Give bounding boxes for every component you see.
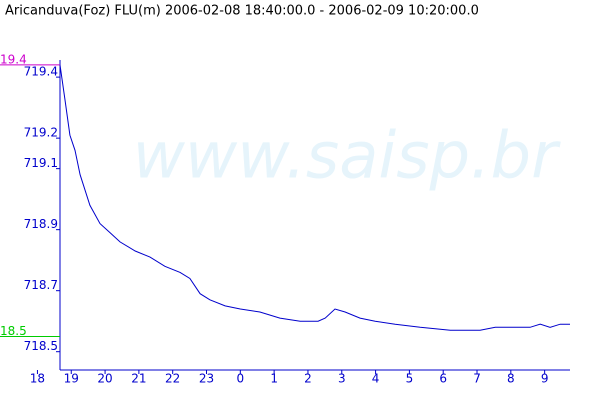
x-tick-label: 18: [30, 372, 45, 386]
x-tick-label: 8: [507, 372, 515, 386]
y-tick-label: 719.4: [24, 65, 58, 79]
x-tick-label: 19: [64, 372, 79, 386]
x-tick-label: 22: [165, 372, 180, 386]
y-tick-label: 718.5: [24, 339, 58, 353]
chart-title: Aricanduva(Foz) FLU(m) 2006-02-08 18:40:…: [5, 4, 479, 19]
x-tick-label: 1: [270, 372, 278, 386]
x-tick-label: 7: [473, 372, 481, 386]
y-tick-label: 719.2: [24, 126, 58, 140]
x-tick-label: 2: [304, 372, 312, 386]
watermark: www.saisp.br: [133, 120, 562, 194]
x-tick-label: 9: [541, 372, 549, 386]
annotation-label: 19.4: [0, 52, 27, 66]
x-tick-label: 21: [131, 372, 146, 386]
y-tick-label: 718.9: [24, 217, 58, 231]
y-tick-label: 718.7: [24, 278, 58, 292]
y-tick-label: 719.1: [24, 156, 58, 170]
annotation-label: 18.5: [0, 324, 27, 338]
x-tick-label: 3: [338, 372, 346, 386]
data-line: [59, 64, 570, 331]
x-tick-label: 6: [439, 372, 447, 386]
x-tick-label: 23: [199, 372, 214, 386]
x-tick-label: 20: [97, 372, 112, 386]
x-tick-label: 0: [237, 372, 245, 386]
x-tick-label: 4: [372, 372, 380, 386]
x-tick-label: 5: [406, 372, 414, 386]
